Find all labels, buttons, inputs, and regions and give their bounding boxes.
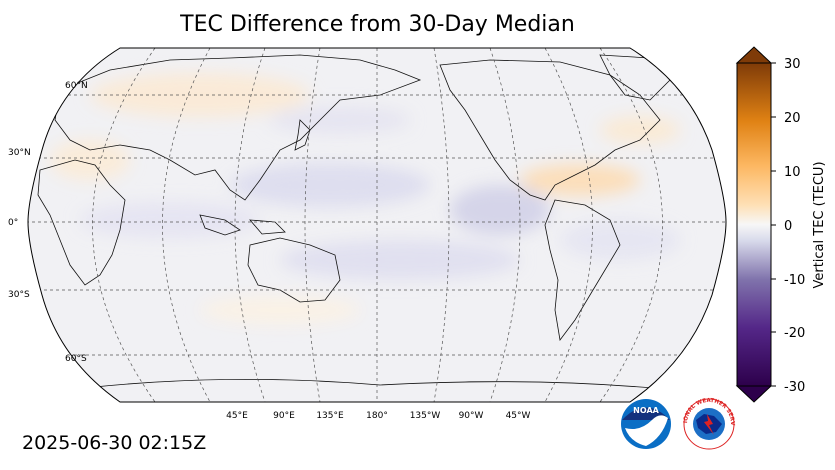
colorbar-extend-min (735, 385, 773, 403)
colorbar-tick-10: 10 (784, 165, 801, 180)
lat-label-0: 0° (8, 218, 18, 228)
lon-label-45w: 45°W (506, 411, 531, 421)
colorbar-gradient (736, 62, 772, 387)
graticule (28, 48, 726, 402)
noaa-logo-text: NOAA (633, 406, 659, 415)
lon-label-90e: 90°E (273, 411, 295, 421)
lat-label-60n: 60°N (65, 81, 88, 91)
lon-label-180: 180° (366, 411, 388, 421)
globe (28, 48, 726, 402)
colorbar-tick-20: 20 (784, 111, 801, 126)
colorbar-tick-30: 30 (784, 57, 801, 72)
colorbar-tick-neg10: -10 (784, 273, 805, 288)
colorbar-tick-0: 0 (784, 219, 792, 234)
lat-label-30s: 30°S (8, 290, 30, 300)
page-title: TEC Difference from 30-Day Median (180, 12, 575, 37)
lon-label-135e: 135°E (316, 411, 344, 421)
colorbar-extend-max (735, 46, 773, 64)
lat-label-30n: 30°N (8, 148, 31, 158)
lon-label-135w: 135°W (410, 411, 441, 421)
timestamp: 2025-06-30 02:15Z (22, 432, 207, 454)
colorbar-tick-neg30: -30 (784, 380, 805, 395)
noaa-logo: NOAA (621, 399, 671, 449)
lon-label-45e: 45°E (226, 411, 248, 421)
lon-label-90w: 90°W (459, 411, 484, 421)
tec-field (50, 73, 680, 324)
colorbar-tick-neg20: -20 (784, 326, 805, 341)
coastlines (29, 54, 721, 396)
colorbar-label: Vertical TEC (TECU) (812, 161, 827, 288)
lat-label-60s: 60°S (65, 354, 87, 364)
colorbar: 30 20 10 0 -10 -20 -30 Vertical TEC (TEC… (735, 46, 827, 403)
